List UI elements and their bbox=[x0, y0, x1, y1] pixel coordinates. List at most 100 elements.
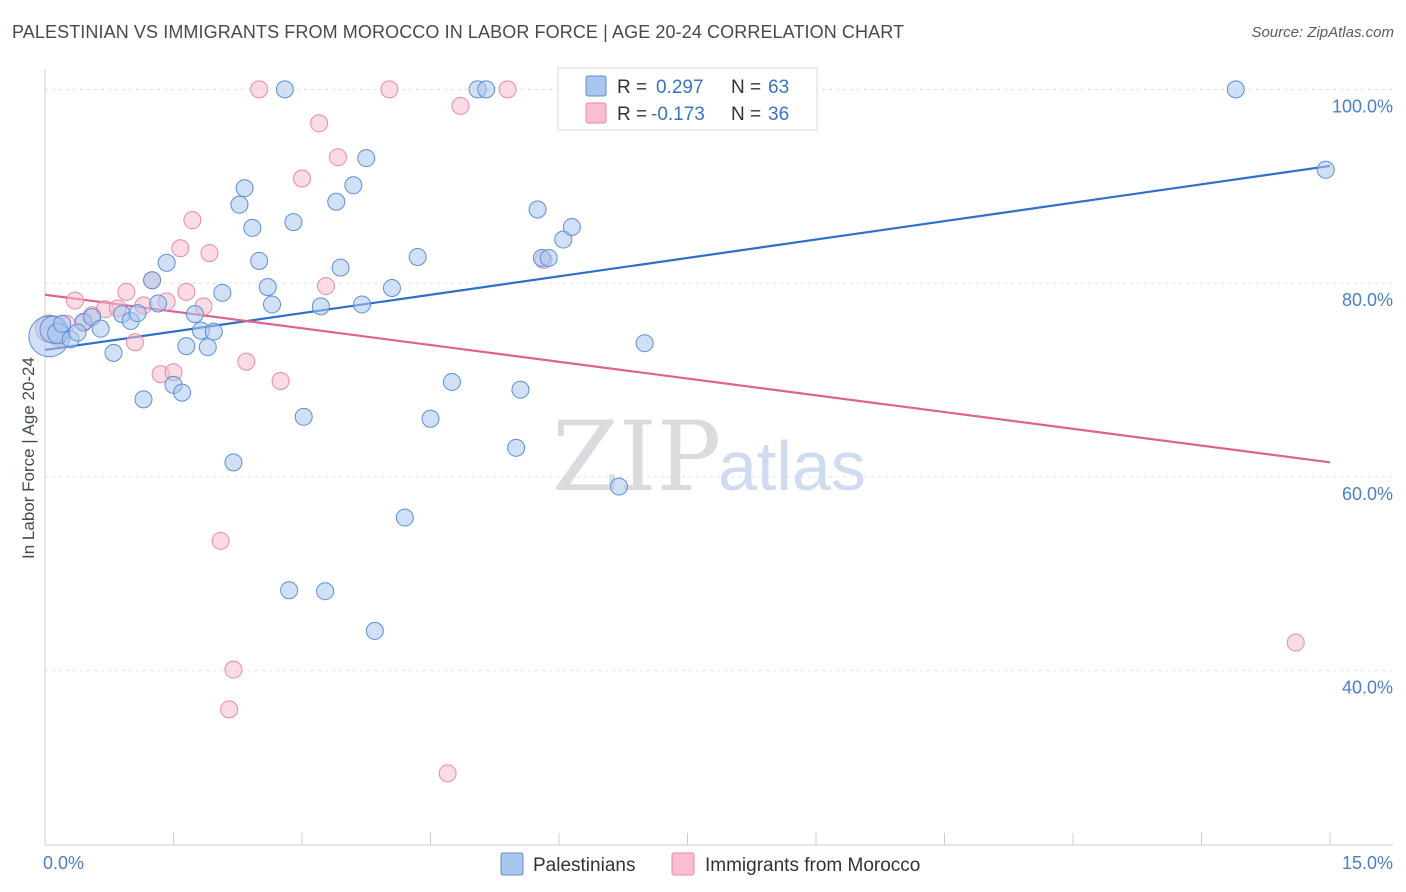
legend-r-value-2: -0.173 bbox=[651, 104, 705, 125]
point-palestinian-13 bbox=[143, 271, 162, 290]
point-palestinian-17 bbox=[173, 383, 192, 402]
trend-line-morocco bbox=[44, 293, 1331, 464]
point-palestinian-56 bbox=[562, 217, 581, 236]
watermark-atlas: atlas bbox=[718, 427, 866, 505]
point-morocco-29 bbox=[438, 764, 457, 783]
point-morocco-26 bbox=[316, 277, 335, 296]
point-morocco-23 bbox=[271, 371, 290, 390]
legend-n-value-2: 36 bbox=[768, 104, 789, 125]
point-palestinian-50 bbox=[507, 438, 526, 457]
point-morocco-2 bbox=[65, 291, 84, 310]
point-palestinian-49 bbox=[477, 80, 496, 99]
point-palestinian-54 bbox=[539, 248, 558, 267]
point-morocco-30 bbox=[451, 96, 470, 115]
point-palestinian-44 bbox=[395, 508, 414, 527]
legend-n-label-1: N = bbox=[731, 77, 761, 98]
x-ticks bbox=[44, 833, 1331, 845]
point-palestinian-40 bbox=[352, 295, 371, 314]
point-palestinian-31 bbox=[275, 80, 294, 99]
watermark-zip: ZIP bbox=[552, 401, 721, 513]
legend-swatch-pink bbox=[585, 102, 607, 124]
point-palestinian-12 bbox=[134, 390, 153, 409]
point-palestinian-39 bbox=[344, 176, 363, 195]
series-palestinians bbox=[28, 80, 1335, 640]
point-palestinian-46 bbox=[421, 409, 440, 428]
y-tick-label-60: 60.0% bbox=[1342, 484, 1393, 504]
bottom-legend-morocco: Immigrants from Morocco bbox=[705, 855, 920, 876]
y-tick-label-80: 80.0% bbox=[1342, 290, 1393, 310]
legend-r-label-2: R = bbox=[617, 104, 647, 125]
point-morocco-20 bbox=[224, 660, 243, 679]
point-palestinian-7 bbox=[91, 319, 110, 338]
x-tick-label-max: 15.0% bbox=[1342, 853, 1393, 873]
point-palestinian-47 bbox=[442, 372, 461, 391]
point-palestinian-43 bbox=[382, 278, 401, 297]
trend-line-palestinians bbox=[44, 164, 1331, 352]
point-morocco-7 bbox=[125, 333, 144, 352]
legend-r-value-1: 0.297 bbox=[656, 77, 704, 98]
point-morocco-6 bbox=[117, 282, 136, 301]
point-morocco-14 bbox=[177, 282, 196, 301]
point-palestinian-22 bbox=[204, 322, 223, 341]
point-palestinian-30 bbox=[263, 295, 282, 314]
x-tick-label-min: 0.0% bbox=[43, 853, 84, 873]
point-palestinian-8 bbox=[104, 343, 123, 362]
y-tick-label-40: 40.0% bbox=[1342, 678, 1393, 698]
chart-title: PALESTINIAN VS IMMIGRANTS FROM MOROCCO I… bbox=[12, 22, 905, 42]
axes bbox=[44, 70, 1393, 846]
bottom-legend: Palestinians Immigrants from Morocco bbox=[500, 852, 920, 876]
point-morocco-28 bbox=[380, 80, 399, 99]
point-morocco-33 bbox=[1286, 633, 1305, 652]
y-tick-label-100: 100.0% bbox=[1332, 96, 1393, 116]
point-morocco-17 bbox=[200, 244, 219, 263]
point-palestinian-52 bbox=[528, 200, 547, 219]
y-axis-label: In Labor Force | Age 20-24 bbox=[19, 357, 38, 559]
chart-source: Source: ZipAtlas.com bbox=[1251, 24, 1394, 41]
watermark: ZIP atlas bbox=[552, 401, 866, 513]
point-palestinian-11 bbox=[128, 304, 147, 323]
point-palestinian-23 bbox=[213, 283, 232, 302]
point-morocco-18 bbox=[211, 531, 230, 550]
point-palestinian-3 bbox=[53, 314, 72, 333]
legend-box: R = 0.297 N = 63 R = -0.173 N = 36 bbox=[557, 67, 818, 131]
point-morocco-19 bbox=[220, 700, 239, 719]
point-morocco-31 bbox=[498, 80, 517, 99]
point-palestinian-28 bbox=[250, 251, 269, 270]
point-palestinian-29 bbox=[258, 278, 277, 296]
point-morocco-21 bbox=[237, 352, 256, 371]
point-morocco-24 bbox=[293, 169, 311, 188]
gridlines bbox=[45, 88, 1393, 672]
point-morocco-22 bbox=[250, 80, 269, 99]
point-palestinian-45 bbox=[408, 247, 427, 266]
bottom-legend-swatch-palestinians bbox=[500, 852, 524, 876]
legend-n-label-2: N = bbox=[731, 104, 761, 125]
point-palestinian-51 bbox=[511, 380, 530, 399]
bottom-legend-swatch-morocco bbox=[671, 852, 695, 876]
point-palestinian-24 bbox=[224, 453, 243, 472]
point-palestinian-26 bbox=[235, 179, 254, 198]
legend-swatch-blue bbox=[585, 75, 607, 97]
point-palestinian-36 bbox=[316, 582, 335, 601]
point-palestinian-19 bbox=[185, 305, 204, 324]
point-palestinian-62 bbox=[68, 323, 87, 342]
point-palestinian-60 bbox=[1226, 80, 1245, 99]
point-palestinian-38 bbox=[331, 258, 350, 277]
point-palestinian-32 bbox=[280, 581, 299, 600]
point-morocco-15 bbox=[183, 211, 202, 230]
point-morocco-25 bbox=[310, 114, 329, 133]
point-palestinian-41 bbox=[357, 149, 376, 168]
point-palestinian-58 bbox=[635, 334, 654, 353]
point-palestinian-27 bbox=[243, 218, 262, 237]
point-palestinian-42 bbox=[365, 621, 384, 640]
point-palestinian-34 bbox=[294, 407, 313, 426]
point-palestinian-18 bbox=[177, 337, 196, 356]
point-palestinian-37 bbox=[327, 192, 346, 211]
point-palestinian-61 bbox=[1316, 160, 1335, 179]
y-tick-labels: 40.0% 60.0% 80.0% 100.0% bbox=[1332, 96, 1393, 697]
trend-lines bbox=[44, 164, 1331, 464]
point-palestinian-25 bbox=[230, 195, 249, 214]
point-morocco-27 bbox=[328, 148, 347, 167]
point-palestinian-21 bbox=[198, 338, 217, 357]
point-palestinian-57 bbox=[609, 477, 628, 496]
